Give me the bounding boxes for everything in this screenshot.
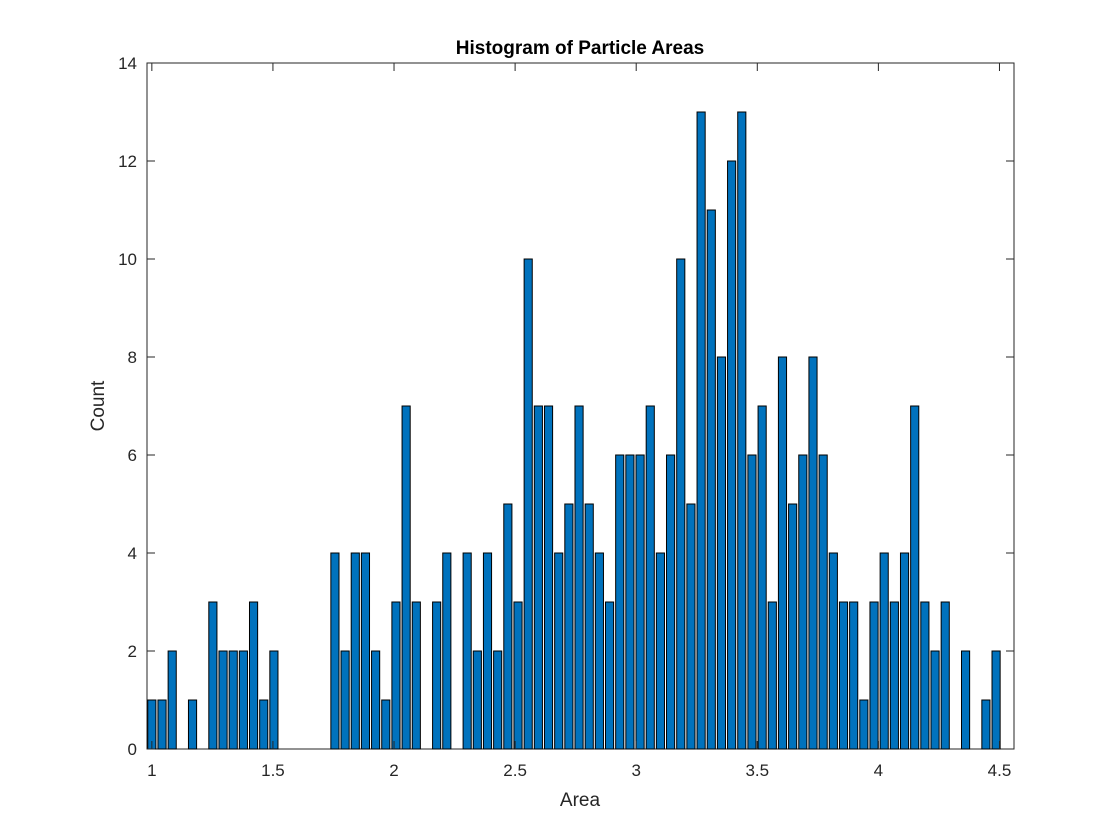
histogram-bar	[849, 601, 859, 750]
histogram-bar	[350, 552, 360, 750]
histogram-bar	[727, 160, 737, 750]
histogram-bar	[472, 650, 482, 750]
histogram-bar	[869, 601, 879, 750]
histogram-bar	[503, 503, 513, 750]
histogram-bar	[818, 454, 828, 750]
histogram-bar	[523, 258, 533, 750]
y-tick-label: 6	[128, 446, 137, 465]
histogram-bar	[584, 503, 594, 750]
y-tick-label: 2	[128, 642, 137, 661]
histogram-bar	[269, 650, 279, 750]
histogram-bar	[543, 405, 554, 750]
x-tick-label: 4	[874, 761, 883, 780]
histogram-bar	[432, 601, 442, 750]
histogram-bar	[401, 405, 411, 750]
histogram-bar	[157, 699, 167, 750]
histogram-bar	[777, 356, 788, 750]
histogram-bar	[910, 405, 920, 750]
histogram-bar	[167, 650, 177, 750]
histogram-bar	[940, 601, 950, 750]
histogram-bar	[238, 650, 248, 750]
histogram-bar	[706, 209, 716, 750]
histogram-bar	[218, 650, 228, 750]
histogram-bar	[920, 601, 930, 750]
histogram-bar	[330, 552, 340, 750]
histogram-bar	[838, 601, 849, 750]
x-tick-label: 4.5	[988, 761, 1012, 780]
histogram-bar	[187, 699, 198, 750]
histogram-bar	[482, 552, 493, 750]
histogram-bar	[798, 454, 808, 750]
y-tick-label: 14	[118, 54, 137, 73]
histogram-bar	[594, 552, 604, 750]
histogram-bar	[808, 356, 818, 750]
x-tick-label: 1	[147, 761, 156, 780]
histogram-bar	[259, 699, 269, 750]
histogram-bar	[493, 650, 503, 750]
histogram-bar	[604, 601, 615, 750]
histogram-bar	[340, 650, 350, 750]
histogram-bar	[961, 650, 971, 750]
histogram-bar	[360, 552, 371, 750]
histogram-bar	[859, 699, 869, 750]
histogram-bar	[371, 650, 381, 750]
histogram-bar	[981, 699, 991, 750]
histogram-bar	[554, 552, 564, 750]
histogram-bar	[381, 699, 391, 750]
x-tick-label: 1.5	[261, 761, 285, 780]
y-tick-label: 10	[118, 250, 137, 269]
x-axis-label: Area	[560, 790, 601, 811]
histogram-bar	[757, 405, 767, 750]
histogram-bar	[696, 111, 706, 750]
x-tick-label: 3	[631, 761, 640, 780]
histogram-bar	[930, 650, 940, 750]
histogram-bar	[899, 552, 910, 750]
x-tick-label: 2	[389, 761, 398, 780]
histogram-bar	[615, 454, 625, 750]
histogram-bar	[747, 454, 757, 750]
y-tick-label: 8	[128, 348, 137, 367]
x-axis-ticks: 1 1.5 2 2.5 3 3.5 4 4.5	[147, 63, 1011, 780]
x-tick-label: 3.5	[745, 761, 769, 780]
histogram-bar	[635, 454, 645, 750]
y-tick-label: 0	[128, 740, 137, 759]
chart-title: Histogram of Particle Areas	[456, 38, 705, 59]
histogram-bar	[391, 601, 401, 750]
histogram-bar	[991, 650, 1001, 750]
histogram-bar	[625, 454, 635, 750]
histogram-bar	[879, 552, 889, 750]
histogram-bar	[208, 601, 218, 750]
histogram-bar	[645, 405, 655, 750]
histogram-bar	[676, 258, 686, 750]
y-axis-label: Count	[88, 380, 109, 431]
histogram-bar	[828, 552, 838, 750]
histogram-bar	[574, 405, 584, 750]
histogram-bar	[889, 601, 899, 750]
y-tick-label: 12	[118, 152, 137, 171]
y-tick-label: 4	[128, 544, 137, 563]
histogram-bar	[716, 356, 727, 750]
histogram-bar	[513, 601, 523, 750]
y-axis-ticks: 0 2 4 6 8 10 12 14	[118, 54, 1014, 759]
histogram-bar	[666, 454, 676, 750]
histogram-bar	[655, 552, 665, 750]
histogram-bar	[788, 503, 798, 750]
histogram-bar	[737, 111, 747, 750]
x-tick-label: 2.5	[503, 761, 527, 780]
bars-group	[147, 111, 1001, 750]
histogram-bar	[411, 601, 421, 750]
histogram-bar	[228, 650, 238, 750]
histogram-bar	[564, 503, 574, 750]
histogram-bar	[248, 601, 259, 750]
histogram-bar	[533, 405, 543, 750]
histogram-bar	[442, 552, 452, 750]
histogram-bar	[462, 552, 472, 750]
histogram-bar	[767, 601, 777, 750]
histogram-bar	[686, 503, 696, 750]
